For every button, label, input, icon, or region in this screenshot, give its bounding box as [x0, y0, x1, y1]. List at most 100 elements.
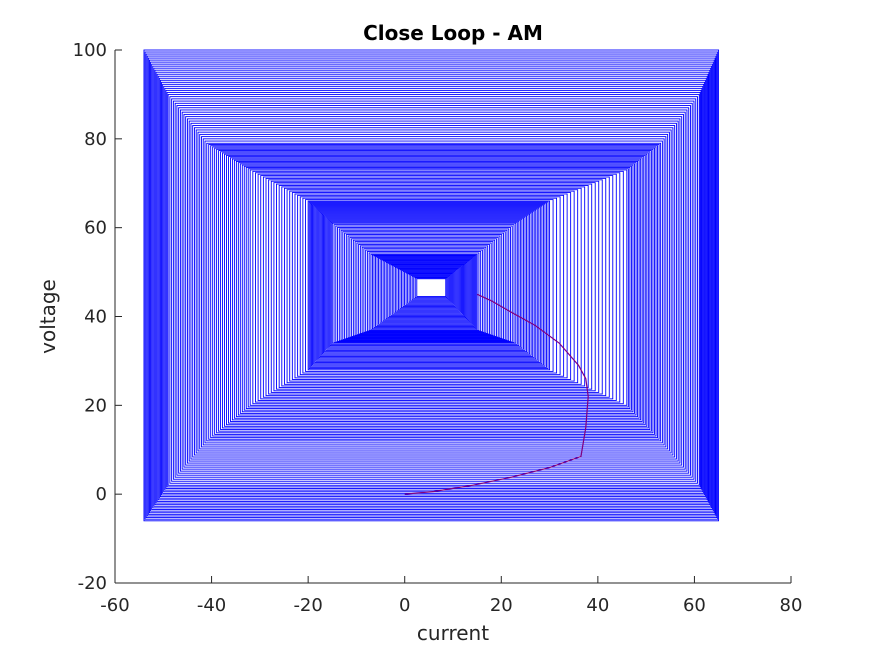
sweep-rect	[212, 146, 657, 437]
sweep-rect	[188, 120, 679, 462]
sweep-rect	[333, 224, 515, 343]
sweep-rect	[416, 278, 447, 297]
sweep-rect	[390, 264, 464, 316]
sweep-rect	[394, 266, 461, 313]
y-tick-label: 0	[96, 484, 107, 505]
x-tick-label: 40	[586, 595, 609, 616]
sweep-rect	[161, 81, 705, 496]
sweep-rect	[143, 49, 720, 522]
x-axis-label: current	[417, 621, 489, 645]
sweep-rect	[172, 100, 695, 480]
sweep-rect	[314, 206, 541, 363]
sweep-rect	[156, 73, 709, 502]
sweep-rect	[165, 89, 702, 489]
sweep-rect	[310, 203, 546, 367]
sweep-rect	[247, 168, 629, 408]
sweep-rect	[169, 96, 698, 484]
sweep-rect	[338, 228, 510, 342]
sweep-rect	[328, 219, 521, 348]
sweep-rect	[414, 277, 448, 299]
sweep-rect	[195, 129, 672, 454]
sweep-rect	[201, 136, 667, 448]
sweep-rect	[299, 196, 561, 376]
sweep-rect	[179, 109, 688, 472]
sweep-rect	[302, 197, 558, 374]
sweep-rect	[323, 214, 529, 354]
sweep-rect	[382, 260, 470, 322]
sweep-rect	[229, 157, 643, 422]
sweep-rect	[305, 199, 554, 372]
sweep-rect	[270, 180, 600, 393]
x-tick-label: 0	[399, 595, 410, 616]
sweep-rect	[352, 239, 496, 337]
sweep-rect	[385, 262, 468, 320]
sweep-rect	[252, 170, 624, 405]
sweep-rect	[153, 67, 712, 507]
sweep-rect	[411, 275, 450, 301]
sweep-rect	[308, 201, 549, 370]
sweep-rect	[397, 268, 459, 311]
sweep-rect	[171, 98, 697, 482]
sweep-rect	[214, 147, 655, 435]
x-tick-label: 20	[490, 595, 513, 616]
sweep-rect	[260, 175, 614, 400]
chart-title: Close Loop - AM	[363, 21, 543, 45]
sweep-rect	[349, 236, 499, 338]
sweep-rect	[329, 220, 520, 347]
sweep-rect	[220, 151, 651, 431]
sweep-rect	[228, 156, 645, 424]
sweep-rect	[181, 111, 686, 470]
sweep-rect	[312, 204, 544, 366]
sweep-rect	[197, 131, 670, 452]
sweep-rect	[324, 215, 527, 353]
sweep-rect	[365, 249, 483, 333]
sweep-rect	[222, 152, 649, 429]
sweep-rect	[313, 205, 543, 365]
sweep-series	[143, 49, 720, 522]
sweep-rect	[208, 144, 660, 440]
sweep-rect	[190, 122, 677, 460]
sweep-rect	[146, 55, 717, 517]
sweep-rect	[331, 222, 517, 344]
plot-area	[143, 49, 720, 522]
sweep-rect	[297, 194, 565, 377]
x-axis-ticks: -60 -40 -20 0 20 40 60 80	[100, 576, 802, 616]
sweep-rect	[233, 159, 640, 419]
trajectory-line	[404, 293, 589, 495]
sweep-rect	[359, 245, 489, 334]
sweep-rect	[326, 217, 524, 350]
sweep-rect	[281, 186, 586, 387]
sweep-rect	[210, 145, 659, 439]
sweep-rect	[361, 246, 487, 334]
sweep-rect	[243, 165, 632, 411]
sweep-rect	[342, 231, 506, 340]
sweep-rect	[216, 148, 654, 434]
x-tick-label: -40	[197, 595, 226, 616]
sweep-rect	[335, 225, 513, 343]
sweep-rect	[231, 158, 642, 421]
sweep-rect	[345, 234, 503, 339]
sweep-rect	[378, 257, 473, 325]
sweep-rect	[344, 232, 504, 340]
sweep-rect	[157, 75, 708, 501]
x-tick-label: -20	[293, 595, 322, 616]
sweep-rect	[354, 241, 494, 336]
sweep-rect	[340, 229, 508, 341]
sweep-rect	[176, 105, 691, 476]
sweep-rect	[145, 53, 718, 519]
sweep-rect	[391, 265, 463, 315]
sweep-rect	[388, 263, 466, 317]
sweep-rect	[150, 61, 714, 512]
sweep-rect	[387, 262, 467, 319]
sweep-rect	[147, 57, 716, 515]
sweep-rect	[319, 211, 534, 357]
sweep-rect	[241, 164, 634, 413]
sweep-rect	[393, 266, 462, 314]
sweep-rect	[330, 221, 518, 345]
sweep-rect	[351, 238, 497, 337]
sweep-rect	[410, 275, 451, 302]
sweep-rect	[294, 193, 568, 379]
sweep-rect	[321, 213, 531, 355]
sweep-rect	[379, 258, 472, 324]
